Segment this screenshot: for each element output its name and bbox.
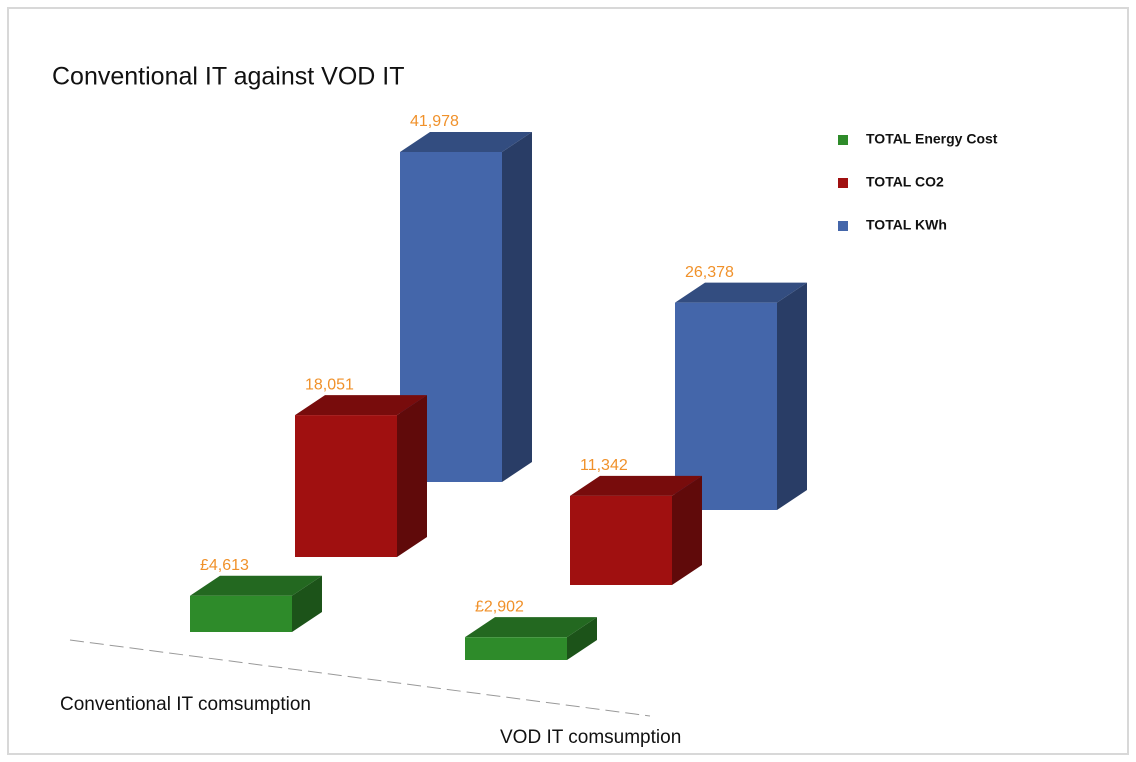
bar-side [292, 575, 322, 632]
bar [190, 575, 322, 632]
legend-swatch [838, 178, 848, 188]
value-label: 11,342 [580, 457, 628, 474]
bar-top [675, 282, 807, 303]
bar [465, 617, 597, 660]
bar-top [465, 617, 597, 638]
bar-side [777, 282, 807, 510]
bar-side [397, 395, 427, 557]
bar-front [465, 637, 567, 660]
bar-side [672, 475, 702, 585]
value-label: £2,902 [475, 598, 524, 615]
value-label: 18,051 [305, 376, 354, 393]
bar-top [295, 395, 427, 416]
value-label: 26,378 [685, 264, 734, 281]
bar-side [567, 617, 597, 660]
legend-label: TOTAL KWh [866, 217, 947, 233]
bar [570, 475, 702, 585]
chart-title: Conventional IT against VOD IT [52, 63, 405, 91]
value-label: £4,613 [200, 557, 249, 574]
bar-front [190, 595, 292, 632]
bar-top [570, 475, 702, 496]
category-label: VOD IT comsumption [500, 727, 681, 748]
bar-top [190, 575, 322, 596]
legend-swatch [838, 221, 848, 231]
legend-label: TOTAL CO2 [866, 174, 944, 190]
value-label: 41,978 [410, 113, 459, 130]
bar-front [570, 495, 672, 585]
bar-front [295, 415, 397, 557]
bar-front [675, 302, 777, 510]
legend-label: TOTAL Energy Cost [866, 131, 998, 147]
legend-swatch [838, 135, 848, 145]
bar-side [502, 132, 532, 482]
bar [675, 282, 807, 510]
bar [295, 395, 427, 557]
category-label: Conventional IT comsumption [60, 694, 311, 715]
bar-top [400, 132, 532, 152]
category-axis [69, 639, 651, 717]
